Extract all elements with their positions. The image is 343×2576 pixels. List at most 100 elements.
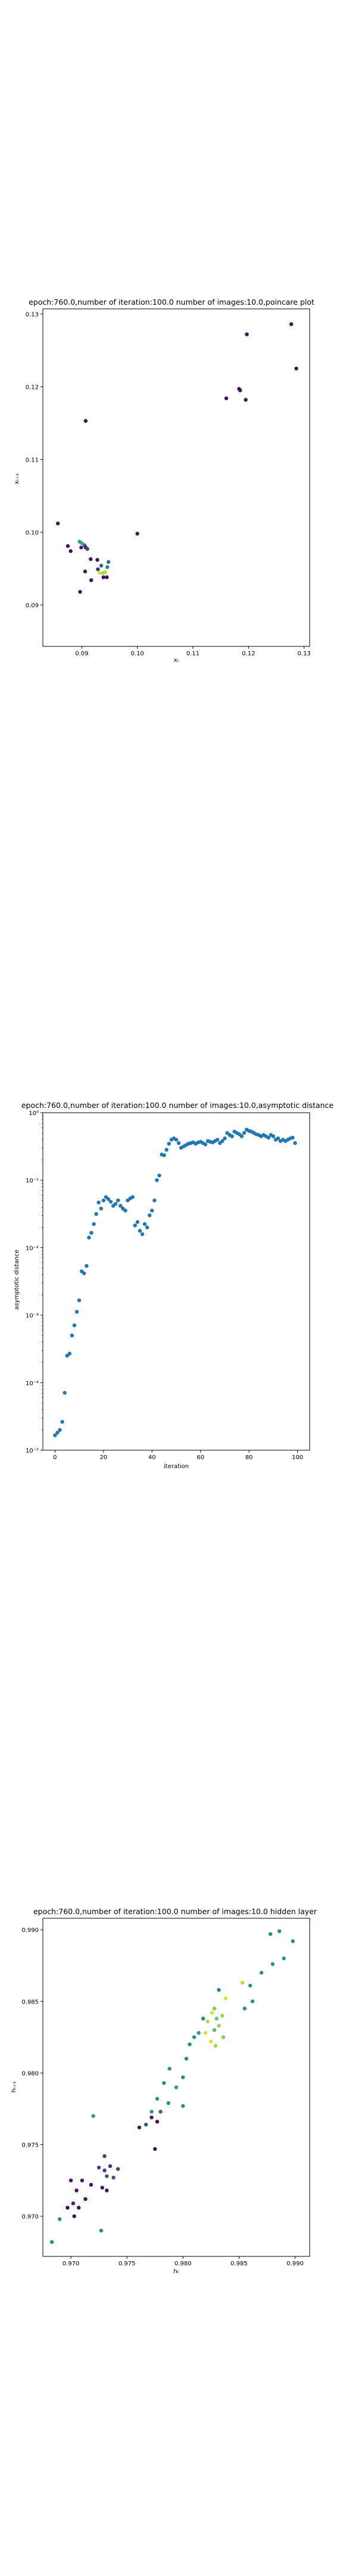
data-point [259,1971,264,1975]
x-tick-label: 0.985 [230,2261,248,2267]
data-point [149,2115,154,2120]
data-point [96,567,100,571]
data-point [221,2035,226,2039]
x-axis-label: hₜ [173,2268,179,2275]
y-tick-label: 0.990 [21,1927,39,1934]
data-point [116,1198,120,1203]
data-point [270,1962,275,1967]
data-point [223,1996,228,2001]
data-point [83,569,88,574]
data-point [277,1929,282,1933]
data-point [148,1213,152,1218]
data-point [94,1212,98,1216]
y-tick-label: 0.09 [26,602,39,609]
y-ticks: 0.09 0.10 0.11 0.12 0.13 [26,312,43,609]
data-point [248,1983,252,1988]
data-points [49,1929,295,2244]
data-point [108,1200,113,1204]
x-tick-label: 0.975 [119,2261,136,2267]
data-point [223,1136,227,1141]
x-tick-label: 0.09 [75,651,88,657]
x-tick-label: 0.13 [298,651,311,657]
x-axis-label: iteration [164,1463,189,1470]
x-tick-label: 60 [197,1454,204,1461]
data-point [181,2104,185,2108]
data-point [53,1433,57,1438]
data-point [158,2110,163,2114]
data-point [245,332,249,336]
y-tick-label: 10⁰ [29,1110,39,1117]
data-point [71,2201,76,2206]
data-point [217,2023,221,2028]
data-point [174,1138,179,1142]
data-point [101,1198,106,1203]
data-point [209,2039,213,2044]
data-point [77,1298,82,1302]
data-point [135,531,139,536]
x-ticks: 0 20 40 60 80 100 [53,1450,303,1461]
data-point [101,575,105,580]
data-point [85,547,89,551]
data-point [201,2016,205,2021]
data-point [99,1206,103,1210]
data-point [142,1222,147,1226]
data-point [49,2240,54,2244]
data-point [135,1220,140,1224]
data-point [162,1153,166,1157]
y-tick-label: 10⁻¹ [26,1178,39,1184]
data-point [89,1231,93,1235]
data-point [250,1999,255,2004]
data-point [85,1264,89,1268]
data-point [152,1198,157,1203]
y-tick-label: 10⁻³ [26,1313,39,1320]
data-point [79,545,83,550]
data-point [70,1333,74,1337]
data-point [83,419,88,423]
data-point [92,1222,96,1226]
data-point [216,1138,220,1142]
data-point [212,2028,217,2032]
chart-title: epoch:760.0,number of iteration:100.0 nu… [21,1101,334,1110]
data-point [271,1134,276,1138]
data-point [167,1141,171,1146]
x-ticks: 0.970 0.975 0.980 0.985 0.990 [63,2256,304,2267]
data-point [240,1980,245,1985]
data-point [239,1134,244,1138]
data-point [291,1135,295,1140]
data-point [220,2014,224,2018]
data-point [108,2164,113,2168]
data-point [105,2174,109,2178]
y-tick-label: 0.980 [21,2070,39,2077]
data-point [99,2228,104,2233]
data-point [276,1136,280,1141]
x-tick-label: 100 [292,1454,303,1461]
data-point [103,570,107,574]
data-point [242,2007,247,2011]
y-axis-label: hₜ₊₁ [11,2082,17,2093]
data-point [96,1200,101,1205]
data-point [282,1956,286,1961]
y-ticks: 0.970 0.975 0.980 0.985 0.990 [21,1927,43,2221]
data-point [268,1932,273,1936]
data-point [188,2042,192,2046]
plot-frame [42,1112,310,1451]
x-tick-label: 80 [245,1454,253,1461]
data-point [72,1323,77,1327]
data-point [68,549,73,553]
y-tick-label: 0.970 [21,2214,39,2221]
data-point [212,2007,217,2011]
data-point [155,2097,160,2101]
data-point [220,1139,224,1143]
data-point [89,578,93,583]
data-points [53,1128,297,1438]
data-point [162,2081,166,2085]
x-ticks: 0.09 0.10 0.11 0.12 0.13 [75,646,311,657]
data-point [55,1431,60,1435]
data-point [66,544,70,548]
data-point [244,398,248,402]
data-point [123,1208,127,1213]
data-point [197,2031,201,2035]
hidden-layer-plot: epoch:760.0,number of iteration:100.0 nu… [11,1907,317,2275]
data-point [144,2122,148,2127]
y-tick-label: 0.11 [26,457,39,464]
